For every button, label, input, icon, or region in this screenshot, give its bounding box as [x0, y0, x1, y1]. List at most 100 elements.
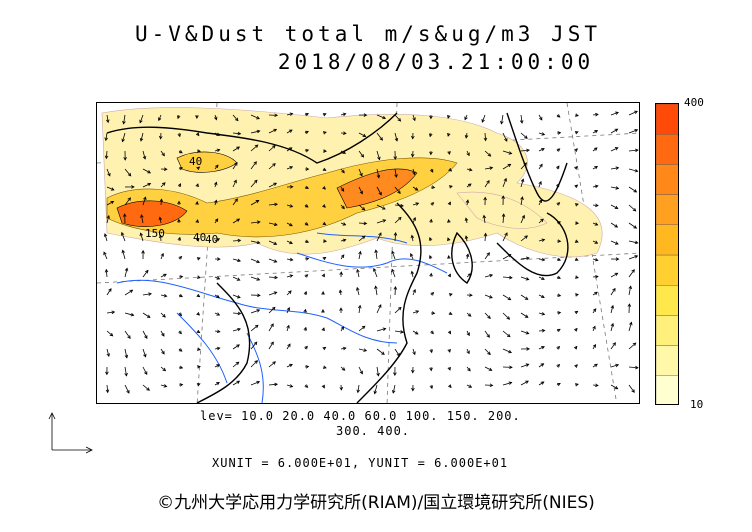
wind-arrow-head [574, 166, 578, 170]
wind-arrow [610, 128, 618, 134]
wind-arrow-head [256, 129, 261, 134]
wind-arrow [628, 269, 635, 278]
wind-arrow [394, 132, 398, 142]
wind-arrow [412, 330, 419, 335]
wind-arrow-head [358, 250, 362, 255]
wind-arrow-head [214, 218, 219, 222]
wind-arrow-head [256, 259, 261, 264]
wind-arrow-head [378, 304, 382, 308]
wind-arrow-head [236, 380, 241, 384]
colorbar [655, 103, 679, 405]
wind-arrow-head [374, 285, 378, 290]
wind-arrow [592, 326, 596, 332]
wind-arrow-head [381, 351, 385, 355]
wind-arrow [159, 217, 162, 224]
wind-arrow [232, 276, 240, 281]
wind-arrow-head [197, 275, 201, 279]
wind-arrow [358, 186, 363, 194]
wind-arrow-head [341, 367, 346, 371]
wind-arrow-head [525, 363, 530, 367]
wind-arrow [232, 361, 240, 368]
wind-arrow-head [272, 145, 276, 149]
wind-arrow [610, 167, 619, 170]
contour-levels-line2: 300. 400. [336, 424, 411, 438]
wind-arrow-head [575, 275, 579, 279]
wind-arrow-head [195, 115, 199, 119]
wind-arrow [610, 147, 619, 152]
wind-arrow [628, 286, 632, 296]
wind-arrow [412, 217, 416, 224]
wind-arrow-head [360, 153, 365, 158]
wind-arrow [484, 180, 490, 188]
wind-arrow-head [489, 273, 494, 278]
wind-arrow [484, 274, 493, 278]
wind-arrow-head [487, 315, 491, 320]
wind-arrow-head [338, 289, 343, 294]
wind-arrow [376, 114, 386, 119]
wind-arrow-head [216, 364, 221, 368]
wind-arrow [520, 179, 524, 188]
wind-arrow-head [356, 268, 360, 273]
wind-arrow-head [195, 219, 199, 223]
wind-arrow-head [593, 147, 598, 151]
wind-arrow-head [359, 172, 363, 177]
wind-arrow-head [256, 116, 260, 120]
wind-arrow-head [506, 333, 511, 338]
wind-arrow [250, 258, 260, 263]
wind-arrow-head [342, 222, 347, 226]
wind-arrow [610, 342, 616, 350]
wind-arrow-head [429, 385, 434, 390]
wind-arrow-head [557, 257, 562, 262]
wind-arrow-head [237, 131, 242, 136]
wind-arrow-head [501, 195, 505, 199]
wind-arrow [232, 328, 241, 332]
wind-arrow-head [216, 276, 221, 280]
wind-arrow-head [489, 383, 494, 388]
wind-arrow [286, 166, 293, 170]
wind-arrow-head [594, 222, 599, 226]
wind-arrow-head [161, 350, 165, 355]
wind-arrow-head [273, 241, 278, 245]
wind-arrow-head [363, 221, 368, 226]
wind-arrow-head [574, 327, 578, 332]
wind-arrow-head [635, 148, 639, 153]
wind-arrow-head [158, 135, 163, 140]
wind-arrow-head [273, 128, 278, 133]
wind-arrow [124, 366, 127, 376]
wind-arrow-head [541, 294, 545, 299]
wind-arrow-head [411, 387, 415, 392]
wind-arrow [502, 254, 511, 260]
wind-arrow [142, 168, 151, 174]
wind-arrow-head [467, 183, 472, 187]
wind-arrow-head [467, 273, 472, 277]
wind-arrow-head [594, 257, 599, 262]
wind-arrow-head [539, 163, 543, 168]
wind-arrow-head [464, 116, 468, 121]
wind-arrow [592, 147, 598, 152]
wind-arrow-head [509, 275, 513, 280]
wind-arrow-head [177, 133, 181, 138]
wind-arrow-head [541, 276, 545, 280]
wind-arrow-head [556, 202, 561, 206]
wind-arrow [411, 235, 414, 242]
wind-arrow-head [179, 383, 184, 387]
wind-arrow [160, 348, 165, 355]
wind-arrow [592, 204, 599, 207]
wind-arrow [124, 384, 130, 394]
wind-arrow-head [216, 132, 220, 136]
wind-arrow-head [614, 385, 619, 390]
wind-arrow-head [303, 326, 307, 331]
wind-arrow-head [524, 314, 529, 318]
wind-arrow-head [595, 203, 599, 208]
wind-arrow-head [429, 151, 433, 156]
wind-arrow-head [466, 350, 470, 355]
wind-arrow-head [538, 180, 542, 185]
wind-arrow-head [447, 219, 451, 223]
wind-vectors [103, 110, 639, 395]
rivers [116, 232, 448, 403]
wind-arrow [268, 240, 277, 245]
wind-arrow [268, 163, 276, 170]
wind-arrow [628, 204, 636, 212]
wind-arrow-head [539, 116, 543, 121]
wind-arrow-head [304, 384, 309, 388]
